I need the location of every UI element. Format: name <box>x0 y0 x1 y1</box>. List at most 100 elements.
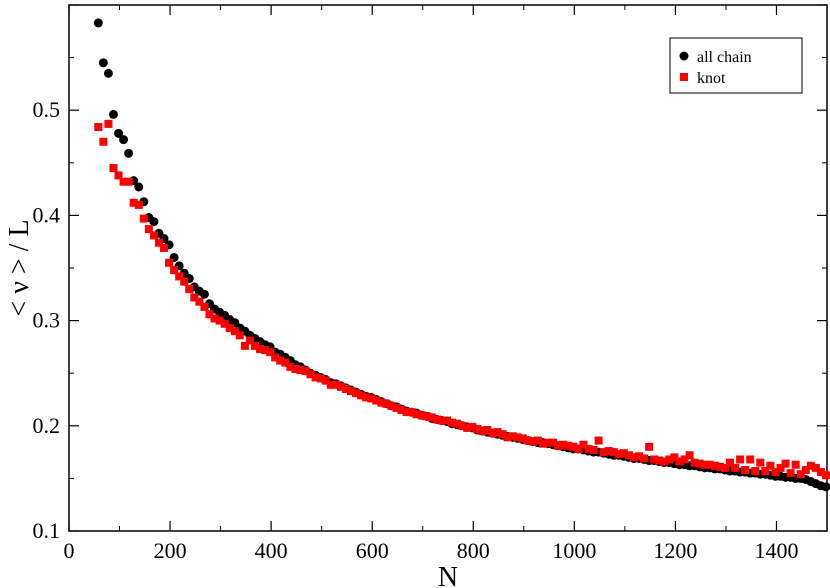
knot-point <box>261 346 270 355</box>
knot-point <box>170 266 179 275</box>
knot-point <box>771 468 780 477</box>
legend-label-all-chain: all chain <box>697 49 752 66</box>
all-chain-point <box>103 68 113 78</box>
knot-point <box>599 448 608 457</box>
knot-point <box>165 258 174 267</box>
knot-point <box>503 433 512 442</box>
knot-point <box>786 469 795 478</box>
knot-point <box>94 123 103 132</box>
knot-point <box>210 314 219 323</box>
knot-point <box>160 244 169 253</box>
knot-point <box>781 459 790 468</box>
knot-point <box>549 438 558 447</box>
x-tick-label: 1400 <box>754 538 798 563</box>
knot-point <box>624 451 633 460</box>
knot-point <box>746 455 755 464</box>
all-chain-point <box>114 128 124 138</box>
knot-point <box>205 310 214 319</box>
knot-point <box>544 438 553 447</box>
knot-point <box>685 451 694 460</box>
all-chain-point <box>98 58 108 68</box>
knot-point <box>331 380 340 389</box>
knot-point <box>387 401 396 410</box>
knot-point <box>367 394 376 403</box>
knot-point <box>271 353 280 362</box>
knot-point <box>215 316 224 325</box>
knot-point <box>185 285 194 294</box>
x-tick-label: 200 <box>154 538 187 563</box>
knot-point <box>473 424 482 433</box>
knot-point <box>114 171 123 180</box>
knot-point <box>256 345 265 354</box>
knot-point <box>741 465 750 474</box>
knot-point <box>306 370 315 379</box>
knot-point <box>518 434 527 443</box>
knot-point <box>635 452 644 461</box>
y-tick-label: 0.1 <box>33 518 61 543</box>
knot-point <box>134 200 143 209</box>
y-tick-label: 0.4 <box>33 202 61 227</box>
knot-point <box>821 471 830 480</box>
knot-point <box>346 387 355 396</box>
knot-point <box>478 427 487 436</box>
knot-point <box>336 382 345 391</box>
knot-point <box>731 463 740 472</box>
all-chain-point <box>134 182 144 192</box>
knot-point <box>594 436 603 445</box>
knot-point <box>705 460 714 469</box>
all-chain-point <box>93 18 103 28</box>
knot-point <box>124 177 133 186</box>
knot-point <box>427 413 436 422</box>
y-axis-title: < ν > / L <box>4 219 35 316</box>
knot-point <box>382 399 391 408</box>
knot-point <box>564 441 573 450</box>
knot-point <box>225 323 234 332</box>
knot-point <box>619 449 628 458</box>
knot-point <box>200 302 209 311</box>
knot-point <box>629 453 638 462</box>
all-chain-point <box>149 217 159 227</box>
knot-point <box>715 462 724 471</box>
knot-point <box>372 396 381 405</box>
knot-point <box>422 412 431 421</box>
knot-point <box>129 198 138 207</box>
y-tick-label: 0.3 <box>33 308 61 333</box>
knot-point <box>559 440 568 449</box>
knot-point <box>645 442 654 451</box>
knot-point <box>655 456 664 465</box>
knot-point <box>463 423 472 432</box>
knot-point <box>311 373 320 382</box>
knot-point <box>498 430 507 439</box>
knot-point <box>574 444 583 453</box>
knot-point <box>442 416 451 425</box>
legend: all chain knot <box>669 37 803 94</box>
x-axis-title: N <box>438 562 458 588</box>
all-chain-point <box>199 289 209 299</box>
x-tick-label: 1000 <box>552 538 596 563</box>
knot-point <box>281 358 290 367</box>
x-tick-label: 1200 <box>653 538 697 563</box>
knot-point <box>266 348 275 357</box>
knot-point <box>220 319 229 328</box>
knot-point <box>321 376 330 385</box>
knot-point <box>316 374 325 383</box>
x-tick-label: 800 <box>457 538 490 563</box>
knot-point <box>513 433 522 442</box>
knot-point <box>756 458 765 467</box>
legend-box <box>669 37 803 94</box>
legend-marker-knot <box>680 73 688 81</box>
knot-point <box>377 398 386 407</box>
x-tick-label: 400 <box>255 538 288 563</box>
knot-point <box>528 437 537 446</box>
knot-point <box>554 441 563 450</box>
knot-point <box>352 389 361 398</box>
knot-point <box>660 457 669 466</box>
knot-point <box>508 432 517 441</box>
y-tick-label: 0.5 <box>33 97 61 122</box>
all-chain-point <box>124 148 134 158</box>
knot-point <box>665 455 674 464</box>
knot-point <box>240 341 249 350</box>
knot-point <box>680 455 689 464</box>
knot-point <box>180 277 189 286</box>
